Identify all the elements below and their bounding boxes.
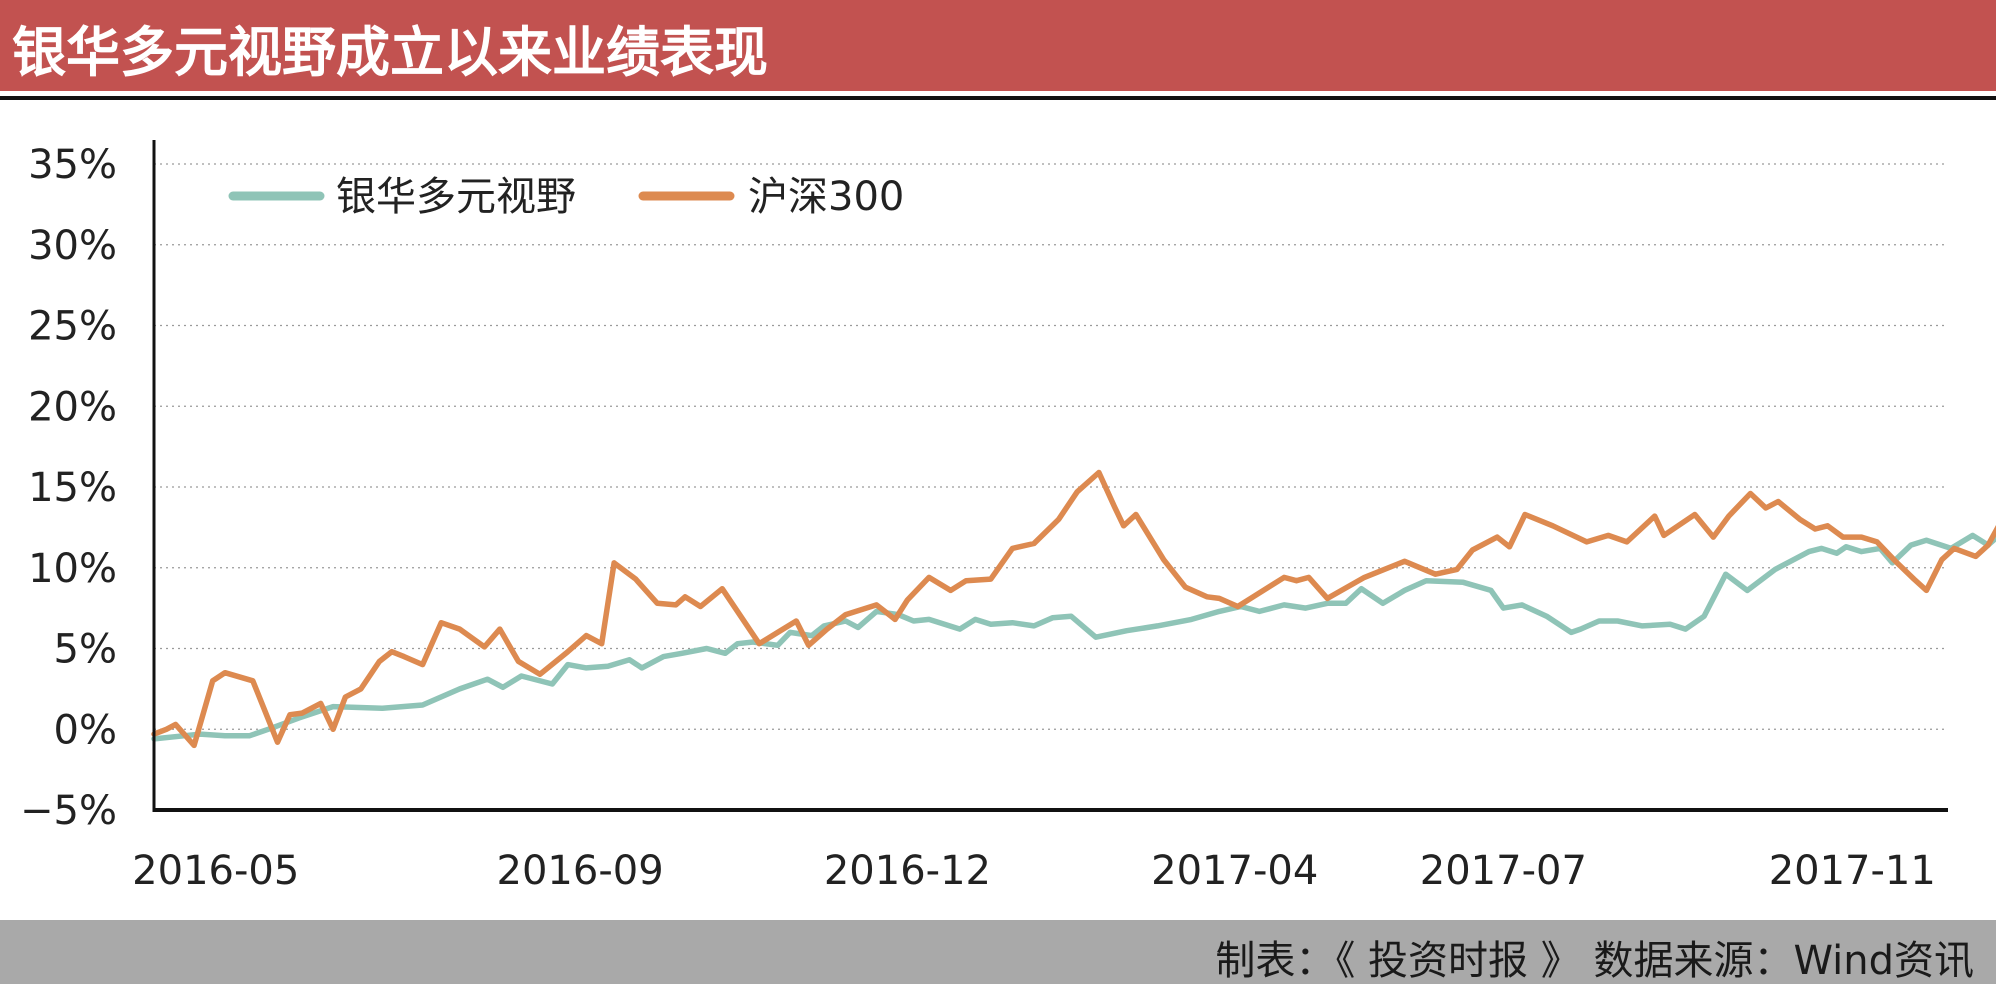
y-tick-label: 35% [28, 142, 117, 188]
legend-label-fund: 银华多元视野 [336, 174, 576, 220]
y-tick-label: 20% [28, 384, 117, 430]
y-tick-label: −5% [20, 788, 117, 834]
line-chart: −5% 0% 5% 10% 15% 20% 25% 30% 35% 2016-05 2016-09 2… [20, 140, 1996, 894]
y-tick-label: 30% [28, 223, 117, 269]
y-tick-label: 15% [28, 465, 117, 511]
x-tick-label: 2017-11 [1769, 848, 1936, 894]
y-tick-label: 5% [54, 627, 117, 673]
x-tick-label: 2016-09 [497, 848, 664, 894]
y-tick-label: 10% [28, 546, 117, 592]
x-tick-label: 2016-12 [824, 848, 991, 894]
title-banner: 银华多元视野成立以来业绩表现 [0, 0, 1996, 91]
x-tick-label: 2017-07 [1420, 848, 1587, 894]
x-tick-label: 2016-05 [132, 848, 299, 894]
legend-label-index: 沪深300 [748, 174, 904, 220]
title-divider [0, 96, 1996, 100]
chart-title: 银华多元视野成立以来业绩表现 [12, 21, 768, 84]
y-tick-label: 0% [54, 707, 117, 753]
y-tick-label: 25% [28, 304, 117, 350]
series-line-index [151, 469, 1996, 749]
source-note: 制表：《 投资时报 》 数据来源：Wind资讯 [1215, 938, 1974, 984]
source-footer: 制表：《 投资时报 》 数据来源：Wind资讯 [0, 920, 1996, 984]
x-tick-label: 2017-04 [1151, 848, 1318, 894]
series-line-fund [151, 532, 1996, 742]
